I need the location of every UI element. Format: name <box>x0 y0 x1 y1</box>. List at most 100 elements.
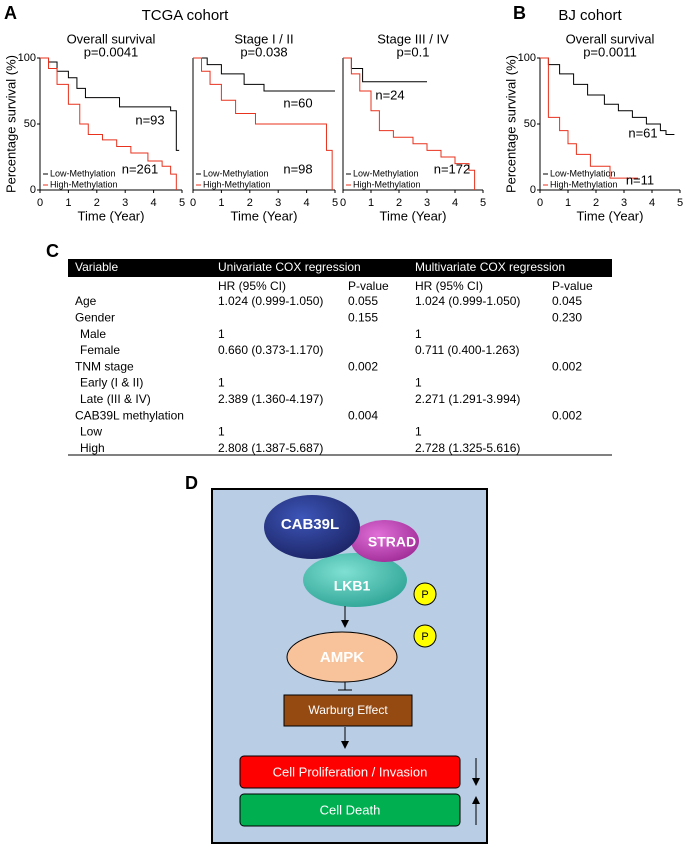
process-box <box>283 694 413 727</box>
annotation: n=172 <box>434 161 471 176</box>
x-tick-label: 2 <box>396 197 402 209</box>
table-cell: 0.002 <box>552 408 582 422</box>
x-tick-label: 0 <box>37 197 43 209</box>
chart-subtitle: p=0.0041 <box>84 44 139 59</box>
chart-title: Overall survival <box>566 31 655 46</box>
survival-curve <box>540 57 675 136</box>
table-cell: High <box>80 441 105 455</box>
table-subheader: P-value <box>348 279 389 293</box>
annotation: n=11 <box>626 172 654 187</box>
table-cell: 0.230 <box>552 310 582 324</box>
y-tick-label: 0 <box>530 184 536 196</box>
y-axis-title: Percentage survival (%) <box>3 55 18 193</box>
chart-subtitle: p=0.1 <box>397 44 430 59</box>
cohort-title: TCGA cohort <box>142 7 230 24</box>
table-cell: TNM stage <box>75 359 134 373</box>
strad-shape <box>351 520 419 562</box>
table-cell: Male <box>80 327 106 341</box>
phospho-label: P <box>421 589 428 601</box>
x-axis-title: Time (Year) <box>577 208 644 223</box>
table-header: Variable <box>75 260 118 274</box>
table-cell: 1 <box>415 425 422 439</box>
table-cell: 1 <box>218 425 225 439</box>
legend-label: High-Methylation <box>50 179 118 189</box>
annotation: n=61 <box>628 125 657 140</box>
annotation: n=60 <box>283 95 312 110</box>
survival-curve <box>193 57 335 92</box>
x-tick-label: 3 <box>275 197 281 209</box>
table-cell: CAB39L methylation <box>75 408 184 422</box>
x-tick-label: 3 <box>621 197 627 209</box>
table-cell: 0.002 <box>348 359 378 373</box>
table-header-bg <box>68 259 612 277</box>
panel-label: A <box>4 3 17 23</box>
x-tick-label: 0 <box>340 197 346 209</box>
x-tick-label: 2 <box>593 197 599 209</box>
table-cell: 0.155 <box>348 310 378 324</box>
x-tick-label: 4 <box>151 197 157 209</box>
outcome-label: Cell Proliferation / Invasion <box>273 764 428 779</box>
legend-label: Low-Methylation <box>50 168 116 178</box>
phospho-circle <box>413 582 437 606</box>
legend-label: Low-Methylation <box>203 168 269 178</box>
x-axis-title: Time (Year) <box>380 208 447 223</box>
outcome-box <box>239 793 461 827</box>
table-subheader: P-value <box>552 279 593 293</box>
table-cell: 0.711 (0.400-1.263) <box>415 343 520 357</box>
x-tick-label: 1 <box>368 197 374 209</box>
panel-label: C <box>46 241 59 261</box>
phospho-circle <box>413 624 437 648</box>
annotation: n=261 <box>122 161 159 176</box>
table-cell: 2.728 (1.325-5.616) <box>415 441 520 455</box>
x-axis-title: Time (Year) <box>78 208 145 223</box>
table-cell: 1 <box>415 376 422 390</box>
panel-label: B <box>513 3 526 23</box>
y-tick-label: 50 <box>524 118 536 130</box>
annotation: n=98 <box>283 161 312 176</box>
phospho-label: P <box>421 631 428 643</box>
table-cell: 0.045 <box>552 294 582 308</box>
cab39l-shape <box>264 495 360 559</box>
table-cell: 0.660 (0.373-1.170) <box>218 343 323 357</box>
outcome-box <box>239 755 461 789</box>
lkb1-shape <box>303 553 407 607</box>
protein-label: AMPK <box>320 649 364 666</box>
table-cell: Early (I & II) <box>80 376 143 390</box>
table-cell: 1.024 (0.999-1.050) <box>415 294 520 308</box>
x-tick-label: 1 <box>65 197 71 209</box>
chart-subtitle: p=0.038 <box>240 44 287 59</box>
table-cell: Female <box>80 343 120 357</box>
x-tick-label: 1 <box>218 197 224 209</box>
table-cell: 2.389 (1.360-4.197) <box>218 392 323 406</box>
table-cell: 0.002 <box>552 359 582 373</box>
y-tick-label: 50 <box>24 118 36 130</box>
table-cell: 0.004 <box>348 408 378 422</box>
y-tick-label: 100 <box>518 52 536 64</box>
table-cell: Gender <box>75 310 115 324</box>
cohort-title: BJ cohort <box>558 7 622 24</box>
survival-curve <box>193 57 333 190</box>
survival-curve <box>343 57 427 83</box>
legend-label: Low-Methylation <box>353 168 419 178</box>
x-tick-label: 5 <box>332 197 338 209</box>
legend-label: High-Methylation <box>203 179 271 189</box>
annotation: n=93 <box>135 112 164 127</box>
table-cell: Low <box>80 425 102 439</box>
protein-label: LKB1 <box>334 578 371 594</box>
table-cell: 1 <box>415 327 422 341</box>
chart-title: Stage III / IV <box>377 31 449 46</box>
ampk-shape <box>286 631 398 683</box>
table-cell: 1 <box>218 376 225 390</box>
legend-label: High-Methylation <box>353 179 421 189</box>
x-tick-label: 1 <box>565 197 571 209</box>
survival-curve <box>540 57 638 179</box>
x-tick-label: 4 <box>452 197 458 209</box>
x-tick-label: 0 <box>190 197 196 209</box>
survival-curve <box>40 57 180 151</box>
legend-label: Low-Methylation <box>550 168 616 178</box>
table-cell: Late (III & IV) <box>80 392 151 406</box>
x-tick-label: 3 <box>122 197 128 209</box>
x-tick-label: 2 <box>94 197 100 209</box>
table-subheader: HR (95% CI) <box>415 279 483 293</box>
x-tick-label: 5 <box>677 197 683 209</box>
